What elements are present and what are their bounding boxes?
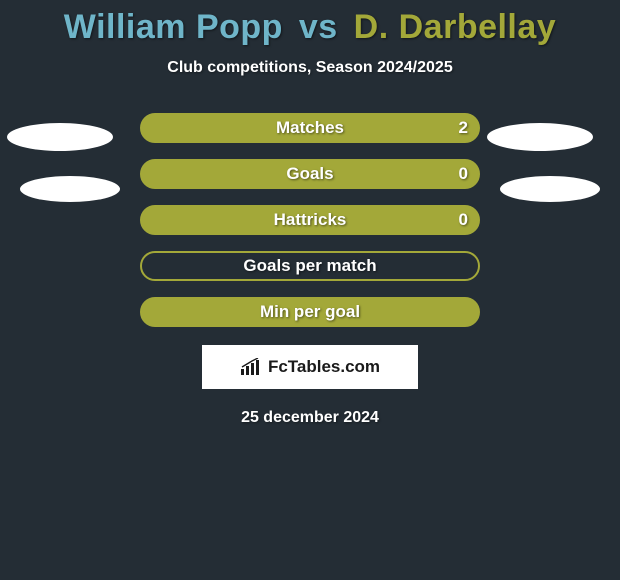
- stat-value: 0: [459, 164, 468, 184]
- player2-name: D. Darbellay: [354, 8, 557, 46]
- logo-box: FcTables.com: [202, 345, 418, 389]
- logo-text: FcTables.com: [268, 357, 380, 377]
- stat-label: Hattricks: [274, 210, 347, 230]
- date-line: 25 december 2024: [0, 409, 620, 427]
- stat-bar: Matches 2: [140, 113, 480, 143]
- player1-name: William Popp: [64, 8, 283, 46]
- decorative-ellipse: [500, 176, 600, 202]
- stat-label: Min per goal: [260, 302, 360, 322]
- stat-row: Hattricks 0: [0, 205, 620, 235]
- stat-bar: Min per goal: [140, 297, 480, 327]
- stat-label: Goals per match: [243, 256, 376, 276]
- subtitle: Club competitions, Season 2024/2025: [0, 59, 620, 77]
- decorative-ellipse: [7, 123, 113, 151]
- stat-label: Matches: [276, 118, 344, 138]
- comparison-title: William Popp vs D. Darbellay: [0, 0, 620, 47]
- stat-row: Min per goal: [0, 297, 620, 327]
- stat-label: Goals: [286, 164, 333, 184]
- stat-bar: Goals 0: [140, 159, 480, 189]
- stat-bar: Hattricks 0: [140, 205, 480, 235]
- stat-row: Goals per match: [0, 251, 620, 281]
- decorative-ellipse: [487, 123, 593, 151]
- stat-value: 0: [459, 210, 468, 230]
- stat-value: 2: [459, 118, 468, 138]
- vs-text: vs: [299, 8, 338, 46]
- chart-icon: [240, 358, 262, 376]
- decorative-ellipse: [20, 176, 120, 202]
- stat-bar: Goals per match: [140, 251, 480, 281]
